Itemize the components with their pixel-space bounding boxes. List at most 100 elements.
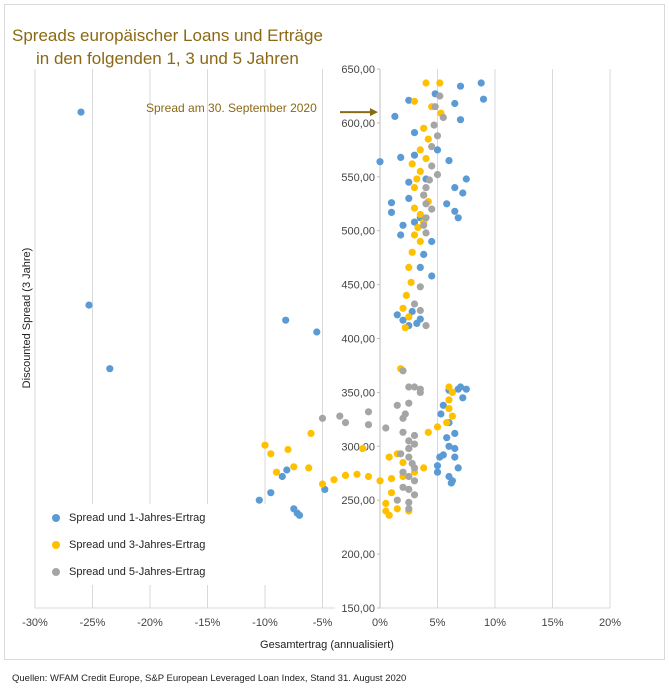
data-point (405, 383, 413, 391)
data-point (451, 99, 459, 108)
x-tick-label: 5% (430, 617, 446, 629)
data-point (422, 322, 430, 330)
y-tick-label-bg (335, 385, 377, 400)
data-point (405, 178, 413, 186)
data-point (330, 476, 338, 484)
x-tick-label: 15% (541, 617, 563, 629)
data-point (451, 184, 459, 192)
data-point (399, 221, 407, 229)
legend-marker-5yr (52, 567, 60, 576)
data-point (420, 464, 428, 472)
data-point (410, 97, 419, 105)
x-tick-label: -20% (137, 617, 163, 629)
data-point (436, 92, 444, 100)
legend-label-3yr: Spread und 3-Jahres-Ertrag (69, 538, 206, 551)
series-1 (77, 79, 488, 519)
data-point (382, 424, 390, 432)
data-point (408, 307, 416, 316)
data-point (462, 385, 470, 393)
data-point (422, 214, 430, 222)
data-point (445, 405, 453, 413)
data-point (433, 462, 442, 470)
data-point (295, 511, 304, 519)
data-point (364, 421, 373, 429)
chart-title: Spreads europäischer Loans und Erträge i… (12, 24, 323, 70)
data-point (401, 410, 409, 418)
data-point (416, 263, 424, 271)
annotation-label: Spread am 30. September 2020 (146, 101, 317, 115)
data-point (410, 383, 419, 391)
y-tick-label-bg (335, 62, 377, 76)
legend-marker-3yr (52, 540, 60, 549)
data-point (456, 116, 465, 124)
data-point (459, 394, 467, 402)
data-point (405, 453, 413, 461)
data-point (437, 410, 445, 418)
data-point (399, 428, 407, 436)
data-point (278, 472, 286, 481)
legend-item-1yr: Spread und 1-Jahres-Ertrag (50, 504, 290, 531)
data-point (387, 475, 396, 483)
data-point (436, 453, 444, 461)
data-point (405, 96, 413, 104)
data-point (410, 129, 419, 137)
series-3 (318, 92, 447, 513)
y-tick-label-bg (335, 277, 377, 292)
y-tick-label-bg (335, 223, 377, 238)
data-point (422, 184, 430, 192)
data-point (443, 419, 451, 427)
data-point (405, 505, 413, 513)
data-point (341, 471, 350, 479)
data-point (267, 450, 275, 458)
data-point (433, 146, 442, 154)
data-point (410, 218, 419, 226)
data-point (397, 450, 405, 458)
data-point (399, 483, 407, 491)
data-point (405, 263, 413, 271)
data-point (430, 121, 438, 129)
data-point (433, 171, 442, 179)
x-tick-label: 0% (372, 617, 388, 629)
x-axis-label: Gesamtertrag (annualisiert) (260, 639, 394, 651)
data-point (399, 367, 407, 375)
data-point (410, 491, 419, 499)
data-point (410, 477, 419, 485)
y-tick-label: 300,00 (341, 441, 375, 453)
data-point (448, 412, 456, 420)
data-point (443, 434, 451, 442)
data-point (424, 135, 432, 143)
y-tick-labels: 150,00 200,00 250,00 300,00 350,00 400,00 450,… (335, 62, 377, 615)
data-point (416, 388, 424, 396)
y-tick-label-bg (335, 547, 377, 562)
data-point (433, 468, 442, 476)
legend-item-3yr: Spread und 3-Jahres-Ertrag (50, 531, 290, 558)
data-point (405, 444, 413, 453)
data-point (456, 82, 465, 90)
y-tick-label-bg (335, 331, 377, 346)
legend-label-1yr: Spread und 1-Jahres-Ertrag (69, 511, 206, 524)
data-point (399, 458, 407, 467)
data-point (420, 221, 428, 229)
data-point (428, 162, 436, 170)
data-points (77, 79, 488, 519)
data-point (428, 205, 436, 213)
data-point (408, 248, 416, 256)
data-point (313, 328, 321, 336)
data-point (445, 396, 453, 404)
data-point (410, 440, 419, 448)
data-point (416, 167, 424, 175)
y-tick-label: 450,00 (341, 280, 375, 292)
data-point (420, 250, 428, 258)
data-point (479, 95, 488, 103)
data-point (290, 463, 298, 471)
data-point (405, 485, 413, 493)
data-point (77, 108, 85, 116)
data-point (410, 300, 419, 308)
data-point (422, 229, 430, 237)
legend-marker-1yr (52, 513, 60, 522)
data-point (284, 445, 292, 454)
data-point (462, 175, 470, 183)
data-point (106, 365, 114, 373)
data-point (433, 423, 442, 431)
data-point (422, 200, 430, 208)
